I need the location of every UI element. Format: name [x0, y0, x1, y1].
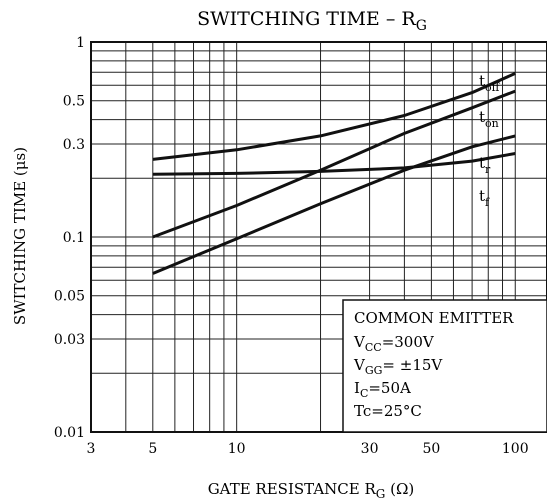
- conditions-box: [342, 299, 547, 433]
- x-tick-label: 50: [422, 441, 440, 457]
- y-tick-label: 0.05: [54, 289, 85, 305]
- series-label-tf: tf: [479, 187, 490, 209]
- condition-line: VCC=300V: [353, 333, 435, 354]
- y-axis-label: SWITCHING TIME (μs): [11, 147, 29, 325]
- curves: [152, 72, 516, 275]
- y-tick-label: 0.03: [54, 332, 85, 348]
- y-tick-label: 1: [76, 35, 85, 51]
- conditions-title: COMMON EMITTER: [354, 309, 514, 327]
- series-label-tr: tr: [479, 154, 491, 176]
- x-tick-label: 30: [361, 441, 379, 457]
- x-axis-label: GATE RESISTANCE RG (Ω): [208, 480, 415, 501]
- series-line-toff: [152, 72, 516, 161]
- condition-line: IC=50A: [354, 379, 411, 400]
- series-line-ton: [152, 89, 516, 239]
- y-tick-label: 0.01: [54, 425, 85, 441]
- y-tick-label: 0.1: [63, 230, 85, 246]
- x-tick-label: 10: [228, 441, 246, 457]
- condition-line: Tc=25°C: [354, 402, 422, 420]
- grid: [90, 41, 547, 433]
- series-line-tr: [152, 134, 516, 275]
- x-tick-label: 3: [87, 441, 96, 457]
- x-tick-label: 5: [148, 441, 157, 457]
- series-label-ton: ton: [479, 108, 499, 130]
- condition-line: VGG= ±15V: [353, 356, 443, 377]
- series-line-tf: [152, 152, 516, 176]
- y-tick-label: 0.3: [63, 137, 85, 153]
- plot-frame: [90, 41, 547, 433]
- x-tick-label: 100: [502, 441, 529, 457]
- labels: toff ton tr tf SWITCHING TIME – RG 0.01 0.03 0.…: [11, 8, 529, 501]
- y-tick-label: 0.5: [63, 94, 85, 110]
- chart-title: SWITCHING TIME – RG: [197, 8, 427, 34]
- series-label-toff: toff: [479, 72, 501, 94]
